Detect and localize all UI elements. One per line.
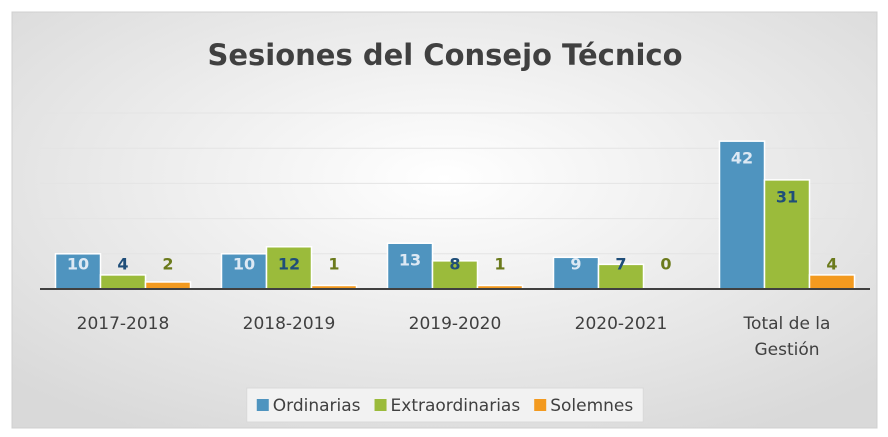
bar [144, 281, 192, 290]
bar [597, 263, 645, 290]
legend-label: Extraordinarias [391, 396, 521, 416]
data-label: 10 [233, 255, 255, 274]
legend-swatch [256, 399, 269, 411]
x-tick-label: 2020-2021 [575, 314, 668, 334]
legend-box [246, 387, 644, 423]
data-label: 13 [399, 251, 421, 270]
data-label: 4 [117, 255, 128, 274]
data-label: 42 [731, 149, 753, 168]
data-label: 31 [776, 187, 798, 206]
data-label: 7 [615, 255, 626, 274]
bar [54, 253, 102, 290]
x-tick-label: 2018-2019 [243, 314, 336, 334]
bar [808, 274, 856, 290]
bar [386, 242, 434, 290]
label-line: Total de la [743, 314, 831, 334]
bar [763, 179, 811, 290]
x-tick-label: 2017-2018 [77, 314, 170, 334]
data-label: 9 [570, 255, 581, 274]
data-label: 8 [449, 255, 460, 274]
label-line: Gestión [754, 340, 819, 360]
legend-label: Solemnes [550, 396, 633, 416]
data-label: 1 [328, 255, 339, 274]
x-tick-label: 2019-2020 [409, 314, 502, 334]
chart-title: Sesiones del Consejo Técnico [207, 38, 682, 72]
data-label: 1 [494, 255, 505, 274]
legend-swatch [534, 399, 547, 411]
data-label: 2 [162, 255, 173, 274]
legend: Ordinarias Extraordinarias Solemnes [246, 387, 644, 423]
legend-swatch [374, 399, 387, 411]
x-tick-label: Total de la Gestión [743, 314, 831, 360]
data-label: 0 [660, 255, 671, 274]
bar [99, 274, 147, 290]
data-label: 12 [278, 254, 300, 273]
legend-label: Ordinarias [273, 396, 361, 416]
data-label: 10 [67, 255, 89, 274]
data-label: 4 [826, 255, 837, 274]
